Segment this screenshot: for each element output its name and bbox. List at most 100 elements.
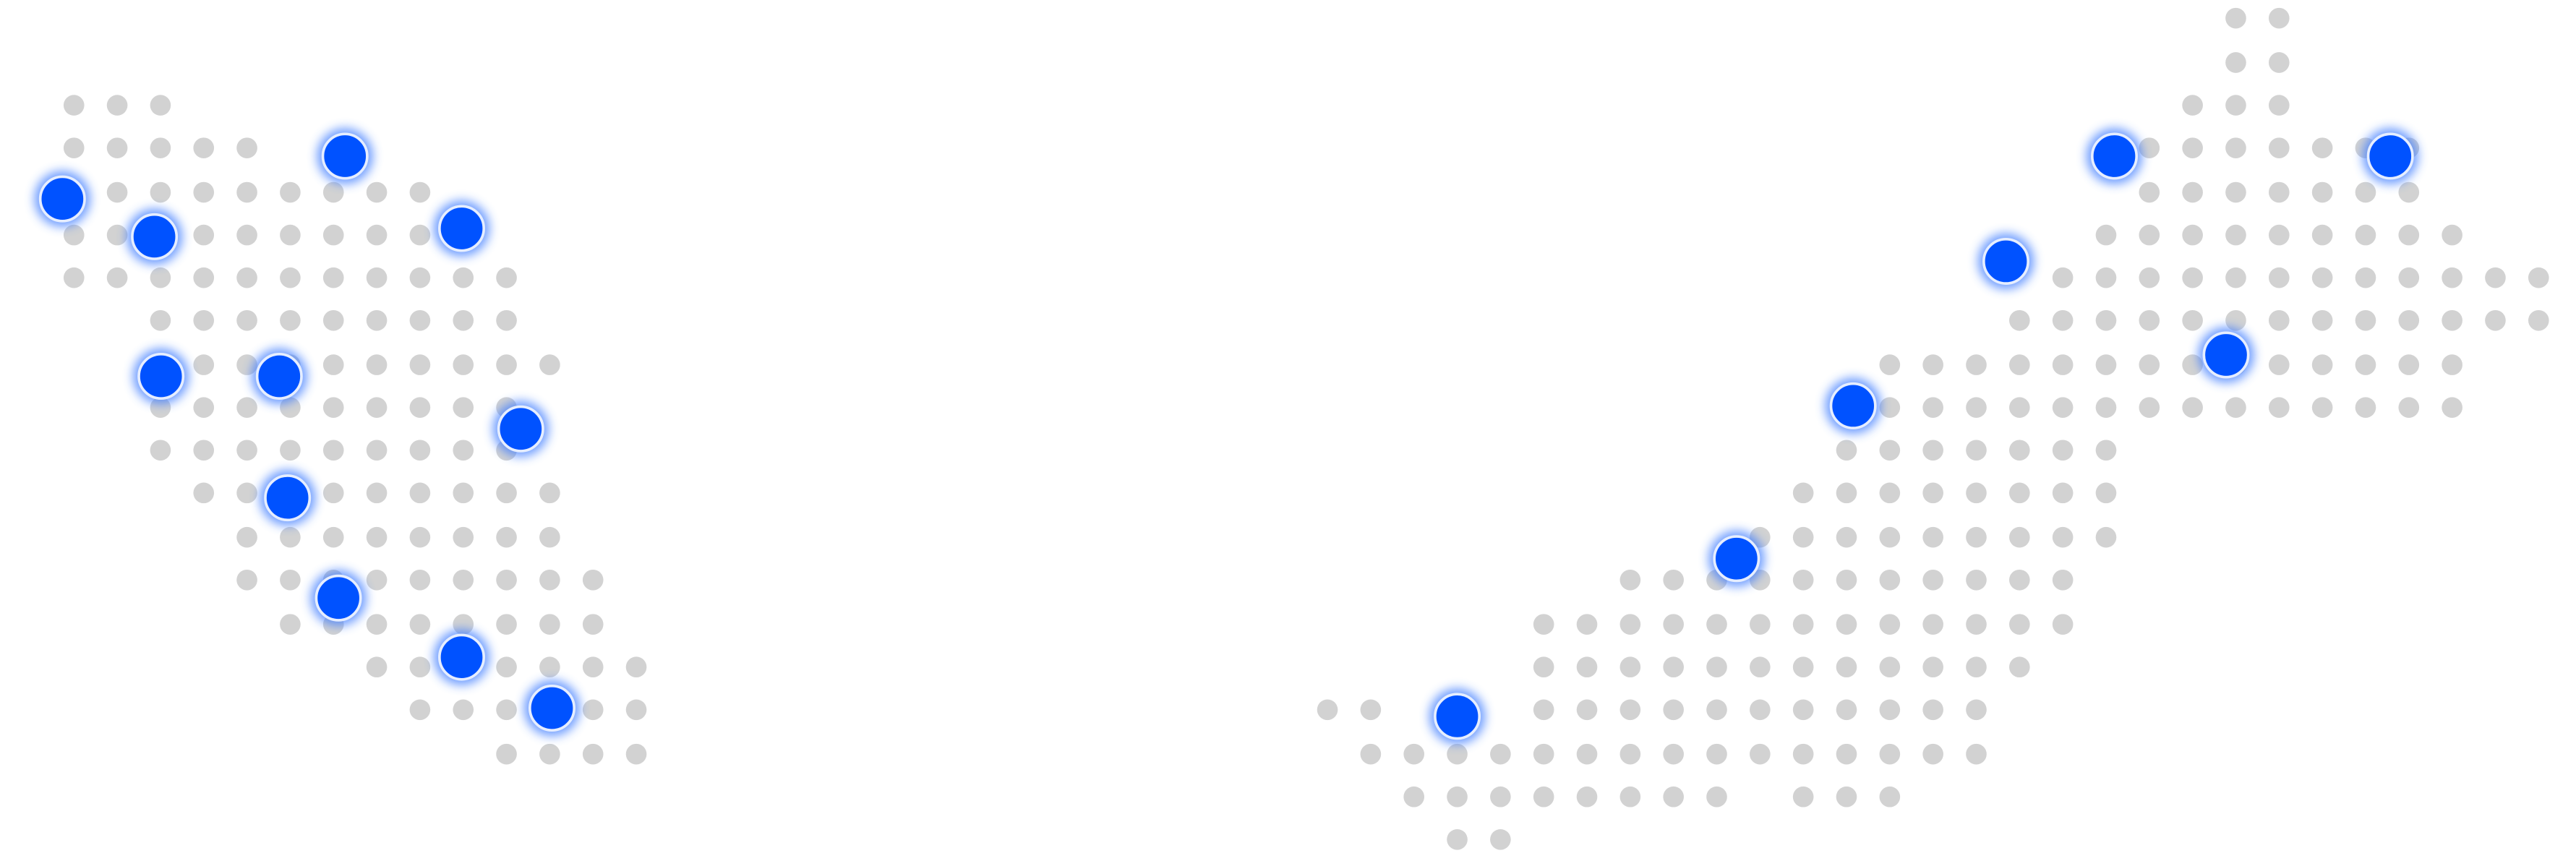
map-dot xyxy=(63,137,85,158)
map-dot xyxy=(2182,267,2203,288)
map-dot xyxy=(280,569,301,591)
map-dot xyxy=(2398,224,2420,246)
map-dot xyxy=(1619,614,1641,635)
map-dot xyxy=(2009,309,2030,331)
map-dot xyxy=(2268,52,2290,73)
map-dot xyxy=(150,137,171,158)
map-dot xyxy=(1879,482,1901,504)
map-dot xyxy=(2398,397,2420,419)
location-marker xyxy=(126,208,183,265)
map-dot xyxy=(453,526,474,548)
map-dot xyxy=(1490,786,1511,808)
map-dot xyxy=(366,224,388,246)
map-dot xyxy=(1966,440,1987,461)
map-dot xyxy=(2009,569,2030,591)
map-dot xyxy=(2182,137,2203,158)
map-dot xyxy=(2355,397,2376,419)
map-dot xyxy=(2355,224,2376,246)
map-dot xyxy=(2139,137,2160,158)
location-marker xyxy=(1977,233,2034,290)
map-dot xyxy=(1576,614,1598,635)
map-dot xyxy=(2311,181,2333,203)
map-dot xyxy=(1966,614,1987,635)
map-dot xyxy=(2052,482,2074,504)
map-dot xyxy=(539,482,560,504)
map-dot xyxy=(236,397,257,419)
map-dot xyxy=(1879,526,1901,548)
map-dot xyxy=(322,354,344,375)
map-dot xyxy=(2355,267,2376,288)
map-dot xyxy=(1922,569,1943,591)
map-dot xyxy=(453,267,474,288)
map-dot xyxy=(539,743,560,765)
map-dot xyxy=(2268,354,2290,375)
map-dot xyxy=(582,699,604,721)
map-dot xyxy=(496,656,517,678)
marker-dot xyxy=(314,574,362,622)
map-dot xyxy=(280,526,301,548)
map-dot xyxy=(193,482,215,504)
map-dot xyxy=(582,569,604,591)
marker-dot xyxy=(38,175,86,223)
map-dot xyxy=(2052,526,2074,548)
map-dot xyxy=(409,656,431,678)
map-dot xyxy=(1619,743,1641,765)
map-dot xyxy=(1490,743,1511,765)
map-dot xyxy=(1922,482,1943,504)
map-dot xyxy=(2398,181,2420,203)
map-dot xyxy=(2225,137,2246,158)
map-dot xyxy=(496,569,517,591)
map-dot xyxy=(1792,743,1814,765)
map-dot xyxy=(2225,7,2246,29)
map-dot xyxy=(2052,397,2074,419)
map-dot xyxy=(1922,440,1943,461)
map-dot xyxy=(2095,482,2117,504)
map-dot xyxy=(1317,699,1338,721)
map-dot xyxy=(2009,482,2030,504)
map-dot xyxy=(1836,656,1857,678)
map-dot xyxy=(1792,614,1814,635)
marker-dot xyxy=(2202,331,2250,379)
map-dot xyxy=(2095,440,2117,461)
marker-dot xyxy=(255,353,303,400)
map-dot xyxy=(2009,614,2030,635)
map-dot xyxy=(366,354,388,375)
map-dot xyxy=(1533,614,1554,635)
map-dot xyxy=(409,440,431,461)
map-dot xyxy=(2052,614,2074,635)
map-dot xyxy=(366,526,388,548)
map-dot xyxy=(1792,699,1814,721)
map-dot xyxy=(63,95,85,116)
map-dot xyxy=(1792,526,1814,548)
map-dot xyxy=(453,440,474,461)
map-dot xyxy=(2528,309,2549,331)
map-dot xyxy=(1792,482,1814,504)
map-dot xyxy=(1706,786,1727,808)
map-dot xyxy=(322,224,344,246)
map-dot xyxy=(150,267,171,288)
map-dot xyxy=(2095,397,2117,419)
map-dot xyxy=(280,224,301,246)
map-dot xyxy=(322,309,344,331)
map-dot xyxy=(1576,786,1598,808)
map-dot xyxy=(1360,699,1382,721)
location-marker xyxy=(34,171,90,227)
location-marker xyxy=(433,200,490,257)
map-dot xyxy=(2268,95,2290,116)
map-dot xyxy=(2485,267,2506,288)
location-marker xyxy=(310,570,367,626)
map-dot xyxy=(193,440,215,461)
map-dot xyxy=(1922,699,1943,721)
map-dot xyxy=(2052,267,2074,288)
map-dot xyxy=(1836,440,1857,461)
map-dot xyxy=(1879,743,1901,765)
location-marker xyxy=(492,400,549,457)
map-dot xyxy=(409,309,431,331)
map-dot xyxy=(322,267,344,288)
map-dot xyxy=(236,181,257,203)
map-dot xyxy=(409,397,431,419)
map-dot xyxy=(2095,354,2117,375)
map-dot xyxy=(2485,309,2506,331)
map-dot xyxy=(2268,7,2290,29)
